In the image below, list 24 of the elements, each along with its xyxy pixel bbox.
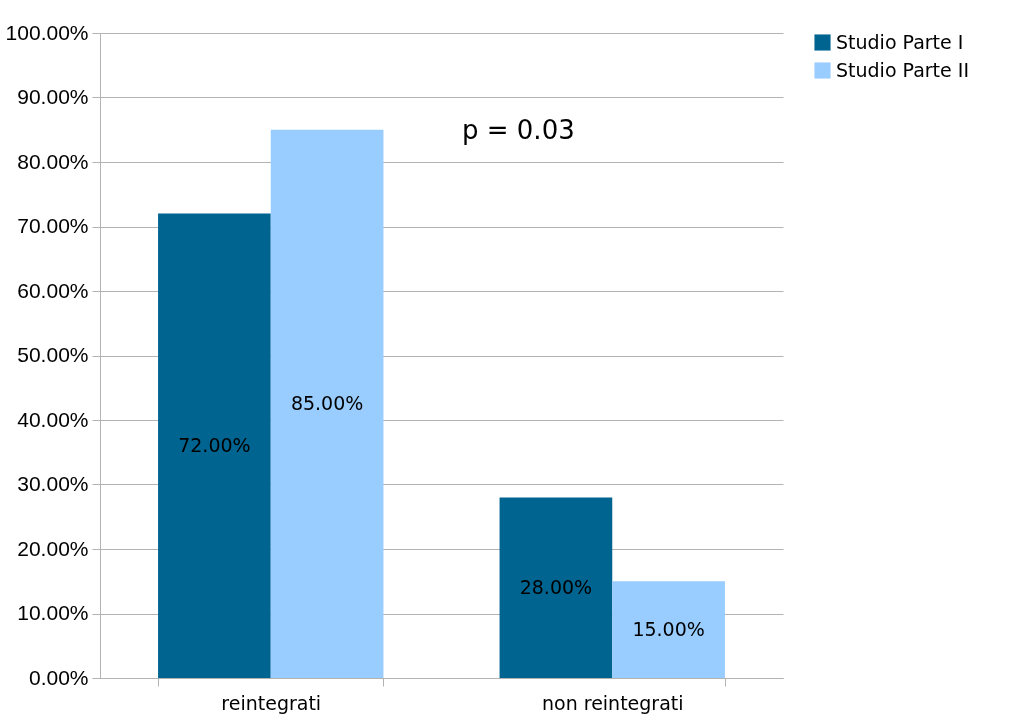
y-tick-label: 30.00% xyxy=(17,472,89,495)
y-tick-label: 50.00% xyxy=(17,343,89,366)
y-tick-label: 10.00% xyxy=(17,601,89,624)
bar xyxy=(270,129,384,678)
bar xyxy=(158,213,271,678)
y-tick-label: 40.00% xyxy=(17,407,89,431)
y-tick-label: 20.00% xyxy=(17,536,89,560)
y-tick-label: 70.00% xyxy=(17,214,89,237)
bar xyxy=(612,581,725,678)
annotation: p = 0.03 xyxy=(462,115,575,145)
data-label: 72.00% xyxy=(178,433,251,456)
y-tick-label: 80.00% xyxy=(17,149,89,173)
y-tick-label: 90.00% xyxy=(17,85,89,108)
data-label: 28.00% xyxy=(519,575,593,598)
legend-label: Studio Parte II xyxy=(836,58,969,81)
x-tick-label: reintegrati xyxy=(221,691,322,714)
y-tick-label: 60.00% xyxy=(17,278,89,302)
data-label: 15.00% xyxy=(632,617,705,640)
x-tick-label: non reintegrati xyxy=(541,691,684,714)
data-label: 85.00% xyxy=(290,391,364,414)
legend-label: Studio Parte I xyxy=(836,30,964,53)
y-tick-label: 100.00% xyxy=(5,20,89,44)
y-tick-label: 0.00% xyxy=(28,665,89,689)
bar xyxy=(499,497,613,678)
